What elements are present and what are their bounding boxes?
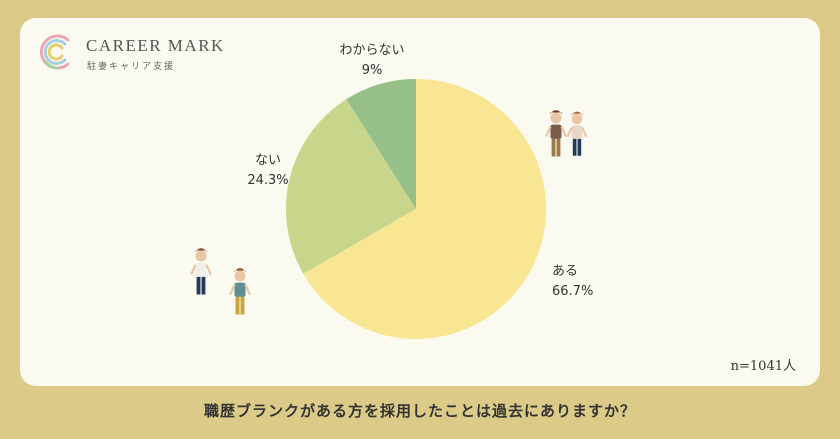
- slice-label-1: ある: [552, 264, 578, 279]
- slice-value-2: 24.3%: [247, 173, 288, 188]
- career-mark-logo-icon: [39, 34, 70, 70]
- pie-slice-1: [303, 79, 547, 339]
- pie-chart: ある 66.7% ない 24.3% わからない 9%: [190, 43, 593, 339]
- sample-size: n=1041人: [730, 359, 796, 374]
- person-illustration-icon: [229, 268, 251, 315]
- chart-card: CAREER MARK 駐妻キャリア支援 ある 66.7% ない 24.3% わからない…: [20, 18, 820, 386]
- brand-name: CAREER MARK: [86, 36, 225, 55]
- person-illustration-icon: [545, 110, 567, 157]
- slice-value-1: 66.7%: [552, 284, 593, 299]
- brand-logo: CAREER MARK 駐妻キャリア支援: [34, 30, 234, 80]
- survey-question: 職歴ブランクがある方を採用したことは過去にありますか？: [203, 402, 636, 420]
- brand-tagline: 駐妻キャリア支援: [87, 62, 176, 72]
- person-illustration-icon: [566, 111, 588, 156]
- slice-value-3: 9%: [362, 63, 383, 78]
- pie-slice-2: [286, 99, 416, 274]
- pie-slice-3: [346, 79, 416, 209]
- slice-label-2: ない: [255, 153, 281, 168]
- person-illustration-icon: [190, 248, 212, 295]
- slice-label-3: わからない: [339, 43, 404, 58]
